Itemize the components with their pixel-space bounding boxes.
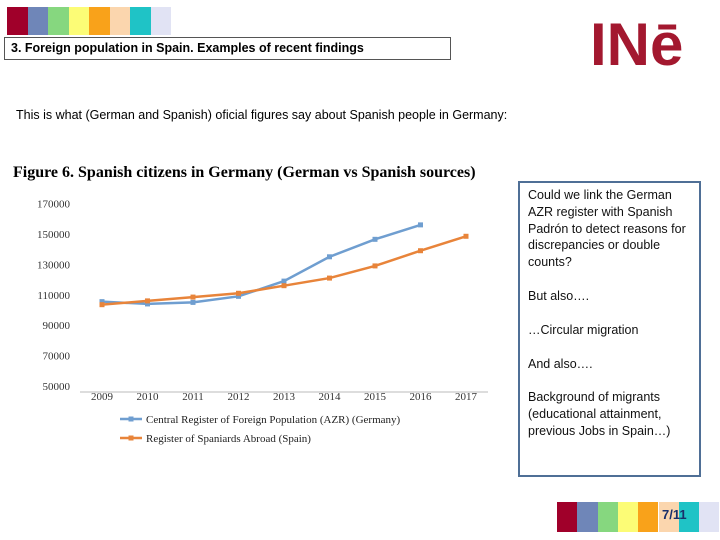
figure-title-prefix: Figure 6. Spanish citizens in Germany (13, 164, 274, 181)
x-tick-label: 2015 (364, 391, 387, 403)
color-square (150, 7, 171, 35)
y-tick-label: 110000 (37, 290, 70, 302)
legend-label-1: Central Register of Foreign Population (… (146, 414, 401, 426)
x-tick-label: 2013 (273, 391, 296, 403)
data-point (281, 278, 287, 284)
figure-title: Figure 6. Spanish citizens in Germany (G… (13, 164, 476, 182)
data-point (372, 263, 378, 269)
data-point (281, 283, 287, 289)
color-square (27, 7, 48, 35)
figure-title-suffix: (German vs Spanish sources) (277, 164, 476, 181)
ine-logo-text: INē (590, 11, 683, 71)
data-point (372, 236, 378, 242)
color-square (130, 7, 151, 35)
y-tick-label: 170000 (37, 199, 71, 211)
color-square (557, 502, 578, 532)
color-square (109, 7, 130, 35)
line-chart: 170000 150000 130000 110000 90000 70000 50000 2… (37, 199, 488, 445)
data-point (418, 222, 423, 228)
y-tick-label: 130000 (37, 259, 71, 271)
x-tick-label: 2014 (319, 391, 342, 403)
notes-box: Could we link the German AZR register wi… (518, 181, 701, 477)
y-tick-label: 50000 (43, 381, 71, 393)
color-square (7, 7, 28, 35)
intro-text: This is what (German and Spanish) oficia… (16, 108, 508, 122)
data-point (190, 299, 196, 305)
color-square (617, 502, 639, 532)
note-question: Could we link the German AZR register wi… (528, 188, 686, 270)
data-point (463, 233, 469, 239)
note-circular-migration: …Circular migration (528, 322, 639, 337)
color-square (638, 502, 659, 532)
data-point (145, 298, 150, 304)
data-point (327, 275, 332, 281)
x-tick-label: 2012 (228, 391, 250, 403)
x-tick-label: 2009 (91, 391, 114, 403)
color-square (89, 7, 110, 35)
note-and-also: And also…. (528, 356, 593, 371)
note-background: Background of migrants (educational atta… (528, 390, 671, 438)
color-square (678, 502, 700, 532)
data-point (99, 302, 105, 308)
slide-title: 3. Foreign population in Spain. Examples… (4, 37, 451, 60)
data-point (99, 299, 105, 305)
color-square (597, 502, 618, 532)
header-color-squares (7, 7, 172, 35)
data-point (190, 294, 196, 300)
data-point (418, 248, 423, 254)
color-square (699, 502, 720, 532)
data-point (236, 293, 241, 299)
legend-label-2: Register of Spaniards Abroad (Spain) (146, 433, 311, 445)
x-tick-label: 2017 (455, 391, 478, 403)
legend-marker-2 (128, 435, 134, 441)
y-tick-label: 150000 (37, 229, 71, 241)
x-tick-label: 2011 (182, 391, 204, 403)
x-tick-label: 2010 (137, 391, 160, 403)
legend-marker-1 (128, 416, 134, 422)
series-line-2 (101, 235, 467, 306)
color-square (577, 502, 598, 532)
note-but-also: But also…. (528, 288, 590, 303)
color-square (48, 7, 69, 35)
footer-color-squares (557, 502, 720, 532)
data-point (145, 301, 150, 307)
color-square (658, 502, 679, 532)
color-square (68, 7, 89, 35)
y-tick-label: 70000 (43, 351, 71, 363)
y-tick-label: 90000 (43, 320, 71, 332)
data-point (236, 290, 241, 296)
ine-logo: INē (590, 11, 683, 71)
x-tick-label: 2016 (410, 391, 433, 403)
data-point (327, 254, 332, 260)
page-number: 7/11 (662, 507, 687, 522)
